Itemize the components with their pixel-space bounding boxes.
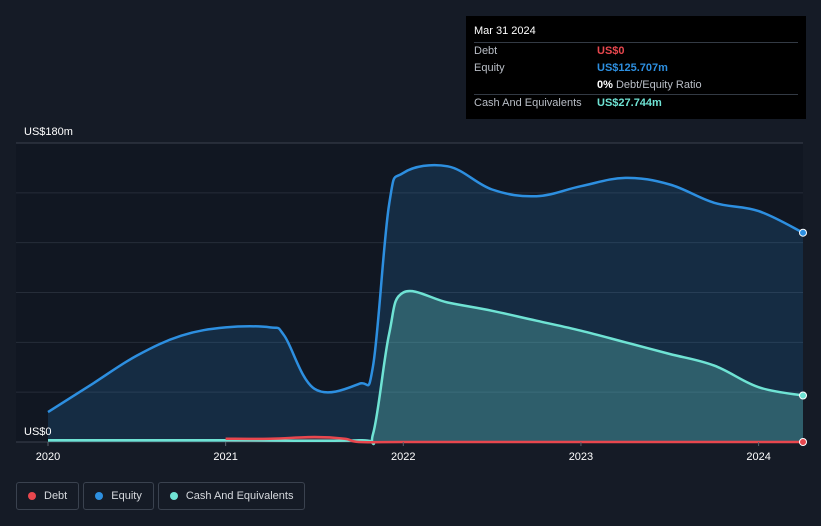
cash-and-equivalents-end-point (799, 391, 807, 400)
tooltip-ratio: 0% Debt/Equity Ratio (597, 77, 702, 94)
cash-and-equivalents-area (48, 291, 803, 444)
tooltip-label: Equity (474, 62, 505, 74)
tooltip-debt-value: US$0 (597, 45, 625, 57)
tooltip-row-equity: Equity US$125.707m (474, 60, 798, 77)
equity-area (48, 165, 803, 443)
legend-label: Debt (44, 490, 68, 502)
legend-label: Equity (111, 490, 142, 502)
debt-end-point (799, 438, 807, 446)
tooltip-label: Cash And Equivalents (474, 97, 582, 109)
legend: Debt Equity Cash And Equivalents (16, 482, 306, 510)
tooltip-label: Debt (474, 45, 498, 57)
tooltip-cash-value: US$27.744m (597, 97, 662, 109)
tooltip-date: Mar 31 2024 (474, 25, 536, 37)
tooltip-row-cash: Cash And Equivalents US$27.744m (474, 94, 798, 112)
tooltip-ratio-value: 0% (597, 79, 613, 91)
grid-lines (16, 142, 803, 443)
legend-item-debt[interactable]: Debt (16, 482, 80, 510)
x-tick-label: 2023 (569, 451, 593, 463)
x-tick-label: 2021 (213, 451, 237, 463)
legend-label: Cash And Equivalents (185, 490, 294, 502)
debt-line (225, 435, 803, 444)
equity-end-point (799, 228, 807, 237)
cash-and-equivalents-line (47, 289, 804, 446)
series-lines (47, 163, 807, 446)
cash-dot-icon (169, 492, 178, 500)
x-axis-ticks: 2020 2021 2022 2023 2024 (36, 442, 771, 463)
tooltip-label (474, 77, 597, 94)
tooltip-panel: Mar 31 2024 Debt US$0 Equity US$125.707m… (466, 16, 806, 119)
equity-line (47, 163, 804, 414)
tooltip-row-ratio: 0% Debt/Equity Ratio (474, 77, 798, 94)
x-tick-label: 2022 (391, 451, 415, 463)
equity-dot-icon (95, 492, 104, 500)
x-tick-label: 2024 (746, 451, 770, 463)
y-axis-top-label: US$180m (24, 126, 73, 138)
legend-item-cash[interactable]: Cash And Equivalents (157, 482, 306, 510)
tooltip-ratio-suffix: Debt/Equity Ratio (615, 79, 702, 91)
y-axis-bottom-label: US$0 (24, 426, 52, 438)
debt-dot-icon (28, 492, 36, 500)
tooltip-equity-value: US$125.707m (597, 62, 668, 74)
tooltip-row-debt: Debt US$0 (474, 42, 798, 60)
x-tick-label: 2020 (36, 451, 60, 463)
legend-item-equity[interactable]: Equity (83, 482, 154, 510)
